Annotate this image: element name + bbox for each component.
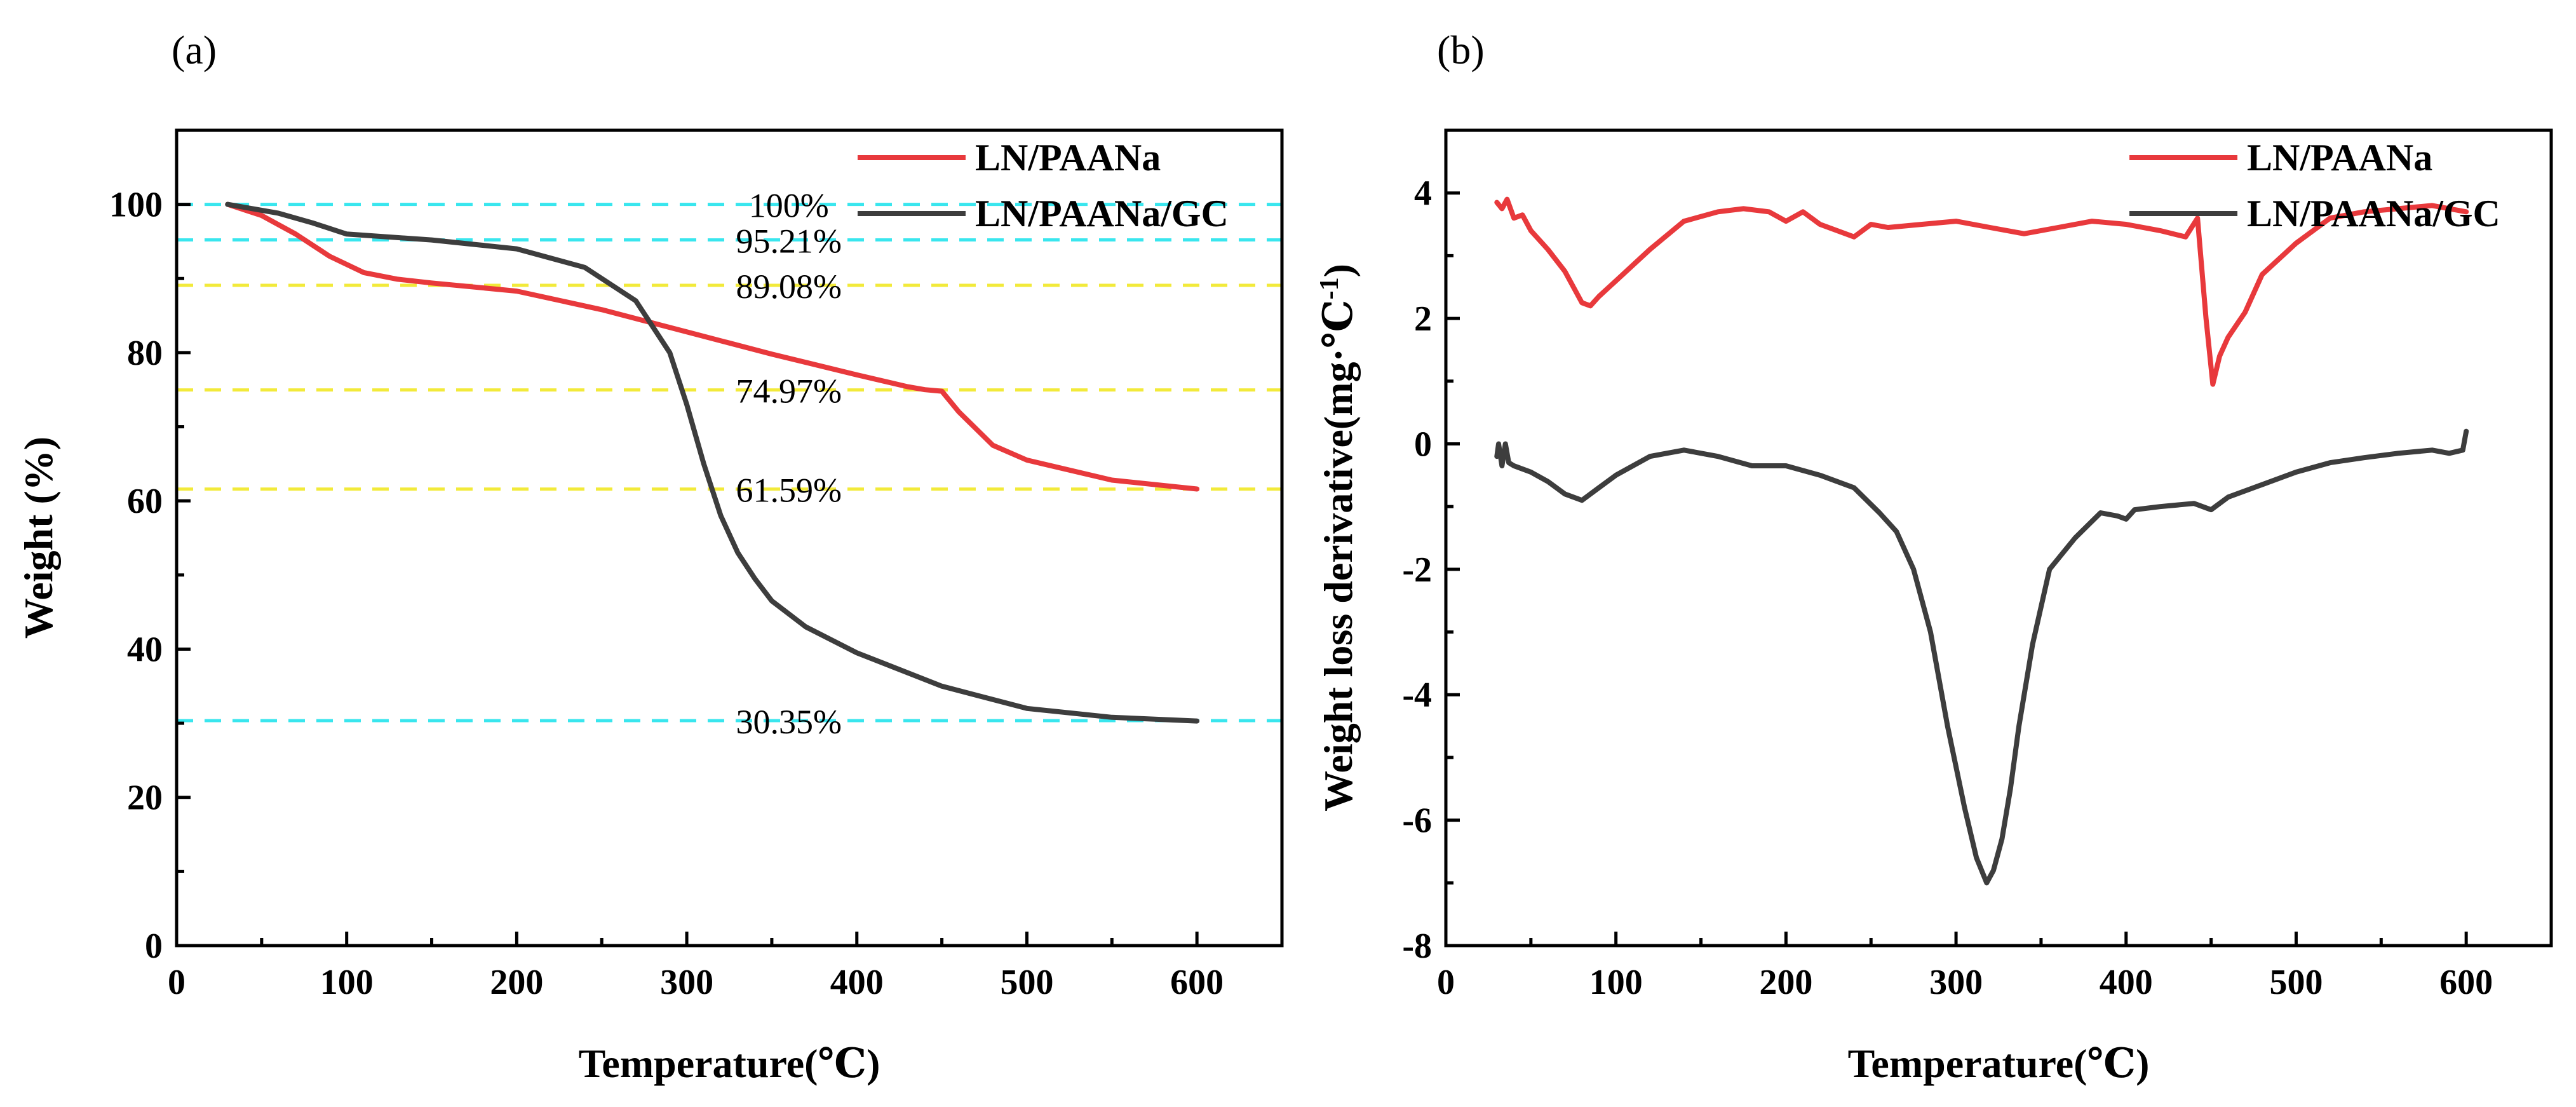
panel-a-x-axis-title: Temperature(℃)	[579, 1041, 880, 1086]
panel-b-y-axis-title-sup: -1	[1315, 277, 1344, 299]
panel-b: (b) 0 100 200 300 400 500 600 -8 -6 -4 -2 0 2 4 LN/P…	[1315, 27, 2553, 1086]
panel-b-axes-frame	[1444, 128, 2553, 947]
x-tick-label: 200	[490, 963, 543, 1002]
reference-label-1: 95.21%	[736, 222, 841, 261]
panel-a-axes-frame	[175, 128, 1284, 947]
series-line-ln-paana-gc	[225, 201, 1200, 724]
reference-label-0: 100%	[749, 187, 829, 225]
panel-a-label: (a)	[172, 27, 217, 72]
y-tick-label: 40	[127, 630, 163, 669]
reference-label-3: 74.97%	[736, 372, 841, 411]
x-tick-label: 100	[1589, 963, 1643, 1002]
y-tick-label: 4	[1414, 174, 1432, 214]
panel-a-x-ticks: 0 100 200 300 400 500 600	[168, 932, 1284, 1002]
panel-b-label: (b)	[1437, 27, 1485, 72]
panel-b-y-axis-title: Weight loss derivative(mg·℃-1)	[1315, 264, 1361, 812]
y-tick-label: 2	[1414, 299, 1432, 339]
x-tick-label: 300	[660, 963, 713, 1002]
panel-b-x-ticks: 0 100 200 300 400 500 600	[1437, 932, 2553, 1002]
reference-label-2: 89.08%	[736, 268, 841, 306]
x-tick-label: 600	[1170, 963, 1224, 1002]
y-tick-label: 20	[127, 778, 163, 818]
x-tick-label: 300	[1929, 963, 1983, 1002]
panel-a: (a) 100%95.21% 89.08% 74.97% 61.59% 30.35% 0…	[16, 27, 1284, 1086]
x-tick-label: 100	[320, 963, 374, 1002]
x-tick-label: 500	[1000, 963, 1053, 1002]
panel-b-y-axis-title-main: Weight loss derivative(mg·℃	[1316, 299, 1361, 812]
panel-a-legend: LN/PAANa LN/PAANa/GC	[858, 137, 1229, 234]
y-tick-label: 80	[127, 334, 163, 373]
reference-label-4: 61.59%	[736, 472, 841, 510]
panel-b-x-axis-title: Temperature(℃)	[1848, 1041, 2150, 1086]
legend-label-ln-paana-gc: LN/PAANa/GC	[2247, 193, 2500, 234]
panel-b-series	[1494, 196, 2469, 886]
reference-label-5: 30.35%	[736, 703, 841, 741]
x-tick-label: 0	[168, 963, 185, 1002]
x-tick-label: 600	[2439, 963, 2493, 1002]
y-tick-label: 60	[127, 482, 163, 521]
legend-label-ln-paana: LN/PAANa	[975, 137, 1161, 179]
series-line-ln-paana	[225, 201, 1200, 492]
panel-a-series	[225, 201, 1200, 724]
panel-b-y-axis-title-end: )	[1316, 264, 1361, 277]
x-tick-label: 400	[2100, 963, 2153, 1002]
y-tick-label: -8	[1402, 927, 1432, 966]
y-tick-label: -4	[1402, 676, 1432, 715]
legend-label-ln-paana: LN/PAANa	[2247, 137, 2432, 179]
x-tick-label: 500	[2269, 963, 2323, 1002]
y-tick-label: -2	[1402, 550, 1432, 590]
x-tick-label: 200	[1759, 963, 1812, 1002]
panel-a-y-ticks: 0 20 40 60 80 100	[109, 128, 191, 966]
y-tick-label: 0	[1414, 424, 1432, 464]
panel-a-y-axis-title: Weight (%)	[16, 437, 61, 639]
series-line-ln-paana-gc	[1494, 428, 2469, 886]
legend-label-ln-paana-gc: LN/PAANa/GC	[975, 193, 1229, 234]
x-tick-label: 400	[830, 963, 884, 1002]
y-tick-label: 0	[145, 927, 163, 966]
series-line-ln-paana	[1494, 196, 2469, 387]
panel-b-y-ticks: -8 -6 -4 -2 0 2 4	[1402, 128, 1460, 966]
panel-a-reference-lines: 100%95.21% 89.08% 74.97% 61.59% 30.35%	[177, 187, 1282, 741]
x-tick-label: 0	[1437, 963, 1455, 1002]
panel-b-legend: LN/PAANa LN/PAANa/GC	[2129, 137, 2500, 234]
y-tick-label: -6	[1402, 801, 1432, 841]
y-tick-label: 100	[109, 186, 163, 225]
